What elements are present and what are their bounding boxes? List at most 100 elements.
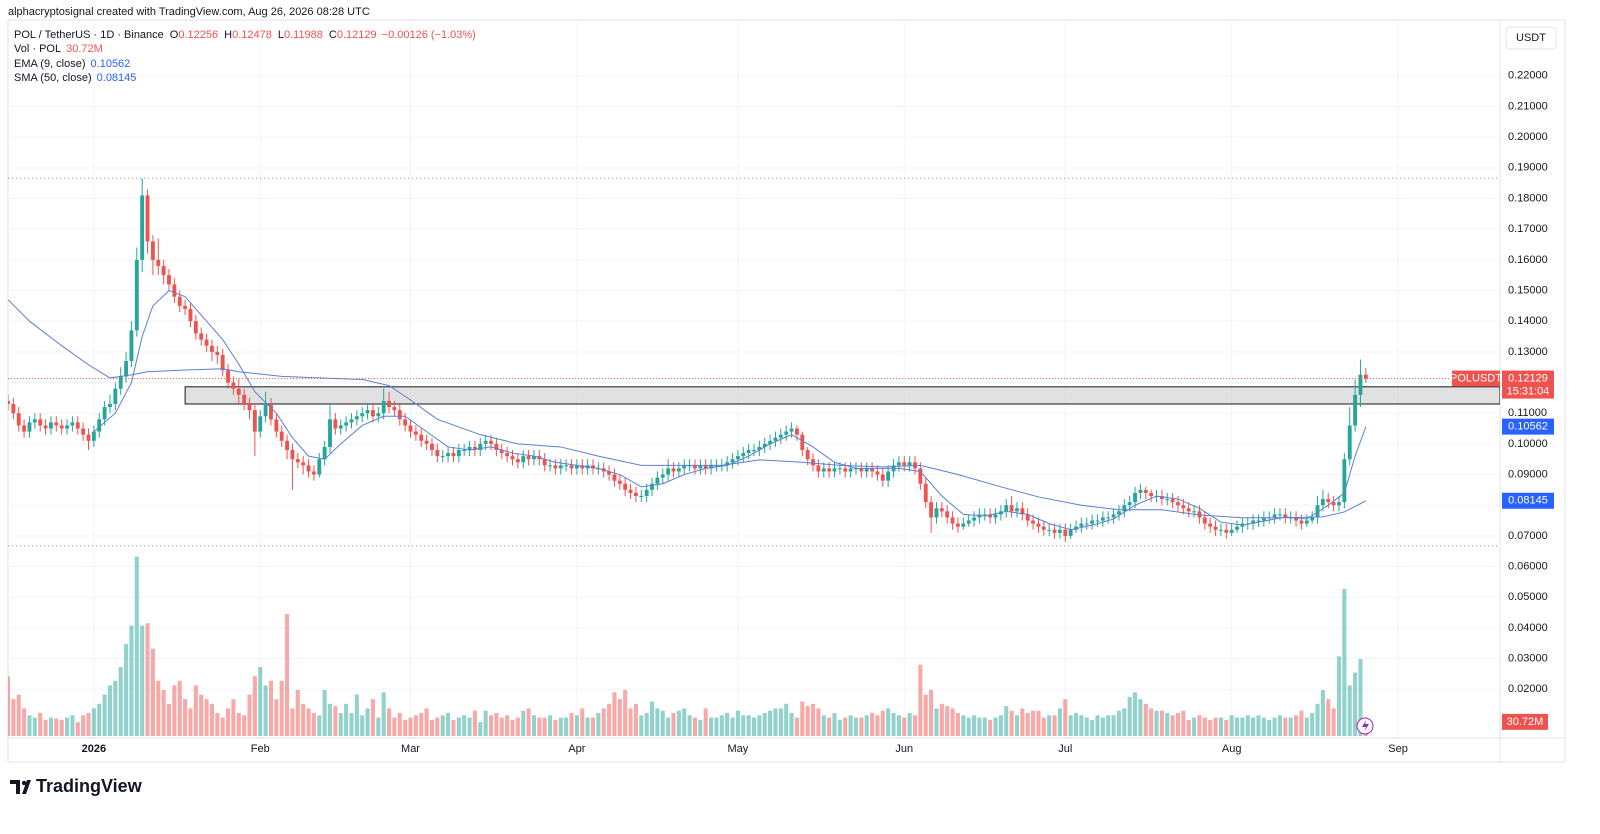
- candle-body: [1294, 517, 1298, 521]
- volume-bar: [1277, 715, 1282, 736]
- candle-body: [451, 453, 456, 457]
- candle-body: [65, 425, 69, 429]
- volume-bar: [655, 708, 660, 736]
- candle-body: [344, 422, 349, 426]
- volume-bar: [692, 717, 698, 736]
- candle-body: [274, 419, 279, 432]
- volume-bar: [837, 719, 842, 736]
- candle-body: [617, 480, 622, 484]
- volume-bar: [945, 706, 950, 736]
- candle-body: [242, 394, 247, 404]
- volume-bar: [1014, 715, 1020, 736]
- volume-bar: [966, 717, 971, 736]
- candle-body: [1079, 523, 1084, 527]
- volume-bar: [1116, 710, 1121, 736]
- sma-legend: SMA (50, close) 0.08145: [14, 72, 136, 84]
- candle-body: [1186, 508, 1191, 512]
- currency-button[interactable]: [1505, 26, 1557, 50]
- volume-bar: [166, 703, 172, 736]
- volume-bar: [322, 690, 327, 736]
- volume-bar: [805, 706, 810, 736]
- candle-body: [376, 413, 381, 417]
- volume-bar: [387, 708, 392, 736]
- volume-bar: [451, 719, 456, 736]
- volume-bar: [537, 717, 542, 736]
- candle-body: [633, 492, 638, 497]
- volume-bar: [177, 680, 182, 736]
- volume-bar: [1068, 715, 1073, 736]
- candle-body: [553, 465, 558, 469]
- y-tick-label: 0.13000: [1508, 346, 1548, 358]
- candle-body: [896, 462, 901, 466]
- volume-bar: [102, 694, 107, 736]
- candle-body: [848, 468, 853, 472]
- zone: [184, 386, 1500, 405]
- volume-bar: [896, 715, 901, 736]
- volume-bar: [220, 717, 225, 736]
- volume-bar: [955, 713, 960, 736]
- volume-bar: [1063, 699, 1068, 736]
- volume-bar: [91, 708, 96, 736]
- volume-bar: [129, 625, 134, 736]
- candle-body: [247, 403, 252, 411]
- volume-bar: [703, 708, 708, 736]
- candle-body: [1111, 514, 1116, 518]
- candle-body: [746, 450, 751, 454]
- volume-bar: [1331, 708, 1336, 736]
- volume-bar: [1159, 710, 1164, 736]
- volume-bar: [188, 708, 193, 736]
- candle-body: [86, 434, 91, 441]
- y-tick-label: 0.21000: [1508, 100, 1548, 112]
- candle-body: [1117, 511, 1121, 515]
- volume-bar: [633, 703, 638, 736]
- volume-bar: [1267, 719, 1272, 736]
- candle-body: [1337, 502, 1341, 506]
- ohlc-value: 0.11988: [284, 29, 323, 41]
- candle-body: [907, 462, 912, 466]
- candle-body: [1138, 489, 1143, 493]
- volume-bar: [714, 717, 719, 736]
- volume-bar: [623, 690, 628, 736]
- candle-body: [800, 434, 805, 451]
- currency[interactable]: USDT: [1516, 32, 1546, 44]
- price-tag-label: 0.12129: [1508, 372, 1548, 384]
- sma-name: SMA (50, close): [14, 72, 92, 84]
- volume-bar: [456, 717, 461, 736]
- ema-line: [93, 289, 1367, 531]
- candle-body: [129, 330, 134, 362]
- volume-bar: [666, 717, 671, 736]
- ohlc-letter: L: [278, 29, 284, 41]
- volume-bar: [118, 667, 123, 736]
- volume-bar: [59, 719, 64, 736]
- candle-body: [574, 465, 579, 469]
- volume-bar: [596, 713, 601, 736]
- ohlc-legend: POL / TetherUS · 1D · Binance O0.12256 H0.…: [14, 29, 476, 41]
- volume-bar: [462, 715, 467, 736]
- y-tick-label: 0.10000: [1508, 438, 1548, 450]
- volume-bar: [370, 699, 375, 736]
- volume-bar: [376, 717, 381, 736]
- candle-body: [795, 428, 799, 435]
- countdown: 15:31:04: [1507, 385, 1550, 397]
- candle-body: [328, 419, 332, 447]
- volume-tag: [1502, 713, 1548, 730]
- y-tick-label: 0.22000: [1508, 70, 1548, 82]
- ema-tag-label: 0.10562: [1508, 421, 1548, 433]
- volume-bar: [972, 715, 977, 736]
- candle-body: [1127, 502, 1132, 506]
- candle-body: [1159, 496, 1164, 500]
- candle-body: [1031, 520, 1036, 524]
- candle-body: [134, 259, 139, 331]
- candle-body: [864, 468, 869, 472]
- volume-bar: [746, 715, 751, 736]
- volume-bar: [848, 715, 853, 736]
- volume-bar: [252, 676, 257, 736]
- volume-bar: [1261, 717, 1266, 736]
- candle-body: [1176, 502, 1180, 506]
- candle-body: [172, 284, 177, 297]
- candle-body: [505, 453, 510, 457]
- candle-body: [1304, 520, 1309, 524]
- sma-line: [8, 299, 1367, 519]
- volume-bar: [1090, 719, 1095, 736]
- candle-body: [1208, 523, 1213, 527]
